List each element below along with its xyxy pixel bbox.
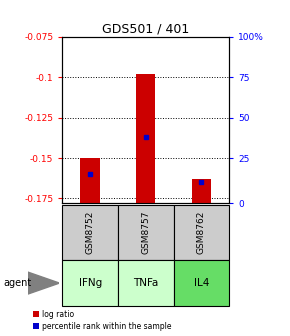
Bar — [118, 260, 173, 306]
Text: TNFa: TNFa — [133, 278, 158, 288]
Bar — [173, 205, 229, 260]
Text: GSM8757: GSM8757 — [141, 211, 150, 254]
Bar — [118, 205, 173, 260]
Text: IL4: IL4 — [194, 278, 209, 288]
Title: GDS501 / 401: GDS501 / 401 — [102, 23, 189, 36]
Text: IFNg: IFNg — [79, 278, 102, 288]
Bar — [173, 260, 229, 306]
Text: GSM8762: GSM8762 — [197, 211, 206, 254]
Polygon shape — [28, 272, 59, 294]
Bar — [136, 74, 155, 203]
Bar — [62, 260, 118, 306]
Legend: log ratio, percentile rank within the sample: log ratio, percentile rank within the sa… — [33, 309, 171, 331]
Text: GSM8752: GSM8752 — [86, 211, 95, 254]
Bar — [80, 158, 100, 203]
Bar — [192, 179, 211, 203]
Bar — [62, 205, 118, 260]
Text: agent: agent — [3, 278, 31, 288]
